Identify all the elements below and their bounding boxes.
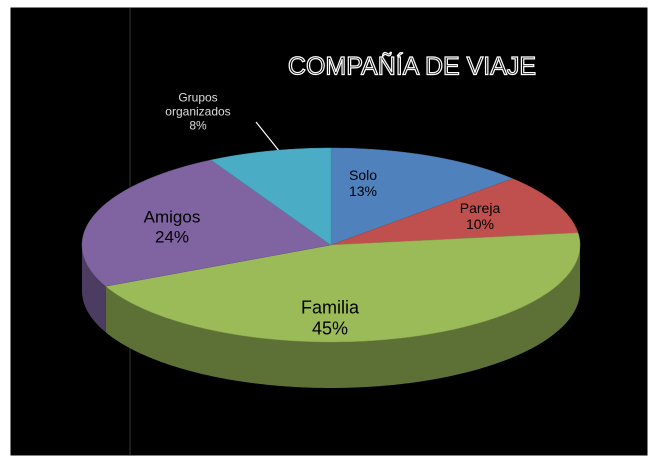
slice [330, 178, 579, 246]
chart-title: COMPAÑÍA DE VIAJE [288, 52, 536, 81]
category-label: Familia [300, 297, 359, 318]
category-label: Solo [348, 166, 378, 183]
data-label: Familia 45% [275, 297, 385, 338]
data-label: Amigos 24% [117, 207, 227, 246]
data-label: Solo 13% [308, 167, 418, 199]
slice [105, 232, 581, 343]
category-label: Pareja [459, 199, 501, 216]
data-label: Grupos organizados 8% [158, 91, 238, 132]
category-label: Grupos organizados [165, 90, 231, 119]
slice [210, 147, 332, 246]
percent-label: 8% [189, 117, 207, 132]
leader-line [255, 121, 281, 153]
slice-side [105, 245, 581, 388]
slice [330, 147, 514, 246]
data-label: Pareja 10% [425, 200, 535, 232]
slice [81, 159, 332, 287]
category-label: Amigos [143, 207, 201, 227]
percent-label: 45% [311, 318, 349, 338]
percent-label: 24% [154, 227, 190, 246]
percent-label: 13% [348, 183, 378, 199]
percent-label: 10% [465, 216, 495, 232]
slice-side [82, 245, 106, 333]
